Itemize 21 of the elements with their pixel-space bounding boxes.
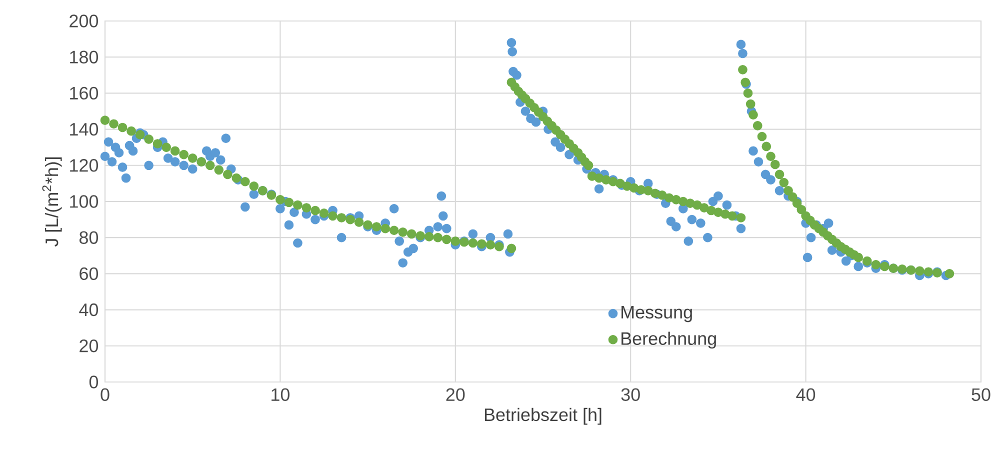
y-tick-label: 120 <box>70 159 98 172</box>
x-axis-title: Betriebszeit [h] <box>484 408 602 425</box>
y-tick-label: 40 <box>79 303 98 316</box>
x-tick-label: 30 <box>621 388 640 401</box>
x-tick-label: 10 <box>272 388 290 401</box>
legend-label: Berechnung <box>622 332 716 349</box>
y-tick-label: 0 <box>89 376 98 388</box>
y-tick-label: 160 <box>70 86 98 100</box>
y-tick-label: 140 <box>70 122 98 136</box>
x-tick-label: 50 <box>972 388 990 401</box>
legend-label: Messung <box>622 306 692 322</box>
x-tick-label: 40 <box>796 388 816 401</box>
y-tick-label: 200 <box>70 14 98 28</box>
y-tick-label: 20 <box>80 340 98 352</box>
y-tick-label: 100 <box>70 195 98 208</box>
y-tick-label: 180 <box>70 50 98 64</box>
x-tick-label: 20 <box>446 388 465 401</box>
y-tick-label: 60 <box>80 267 98 280</box>
y-axis-title: J [L/(m$^{2}$*h)] <box>42 157 62 247</box>
y-tick-label: 80 <box>79 231 98 244</box>
x-tick-label: 0 <box>100 388 110 401</box>
